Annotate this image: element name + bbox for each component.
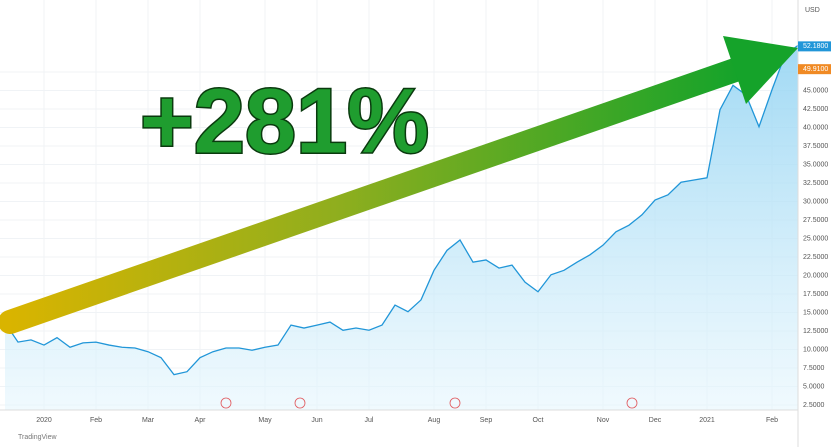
y-tick-label: 15.0000 (803, 309, 828, 316)
x-tick-label: Apr (195, 417, 207, 424)
y-tick-label: 42.5000 (803, 106, 828, 113)
watermark: TradingView (18, 434, 57, 441)
y-tick-label: 37.5000 (803, 143, 828, 150)
x-tick-label: Nov (597, 417, 610, 424)
y-tick-label: 45.0000 (803, 87, 828, 94)
x-tick-label: 2021 (699, 417, 715, 424)
price-label-box (798, 41, 831, 52)
annotation: +281% (140, 70, 429, 172)
x-tick-label: Feb (766, 417, 778, 424)
price-label-box (798, 64, 831, 75)
y-tick-label: 12.5000 (803, 328, 828, 335)
trend-arrow (0, 36, 798, 334)
y-tick-label: 5.0000 (803, 383, 825, 390)
x-tick-label: Mar (142, 417, 155, 424)
y-tick-label: 17.5000 (803, 291, 828, 298)
y-tick-label: 35.0000 (803, 161, 828, 168)
x-tick-label: Sep (480, 417, 493, 424)
price-line (4, 44, 799, 376)
plot (4, 44, 799, 411)
axis: 2.5000 5.0000 7.5000 10.0000 12.5000 15.0000 1… (36, 41, 831, 424)
x-tick-label: Oct (533, 417, 544, 424)
y-tick-label: 7.5000 (803, 365, 825, 372)
y-tick-label: 32.5000 (803, 180, 828, 187)
x-tick-label: Aug (428, 417, 441, 424)
price-label: 52.1800 (803, 43, 828, 50)
x-tick-label: Jun (311, 417, 322, 424)
x-tick-label: Dec (649, 417, 662, 424)
x-tick-label: Jul (365, 417, 374, 424)
y-tick-label: 27.5000 (803, 217, 828, 224)
currency-label: USD (805, 7, 820, 14)
y-tick-label: 10.0000 (803, 346, 828, 353)
y-tick-label: 22.5000 (803, 254, 828, 261)
price-label: 49.9100 (803, 66, 828, 73)
y-tick-label: 20.0000 (803, 272, 828, 279)
y-tick-label: 30.0000 (803, 198, 828, 205)
y-tick-label: 2.5000 (803, 402, 825, 409)
area-fill (5, 45, 798, 411)
event-markers (220, 397, 638, 409)
y-tick-label: 25.0000 (803, 235, 828, 242)
y-tick-label: 40.0000 (803, 124, 828, 131)
x-tick-label: May (258, 417, 272, 424)
x-tick-label: 2020 (36, 417, 52, 424)
x-axis-strip (0, 410, 798, 447)
x-tick-label: Feb (90, 417, 102, 424)
